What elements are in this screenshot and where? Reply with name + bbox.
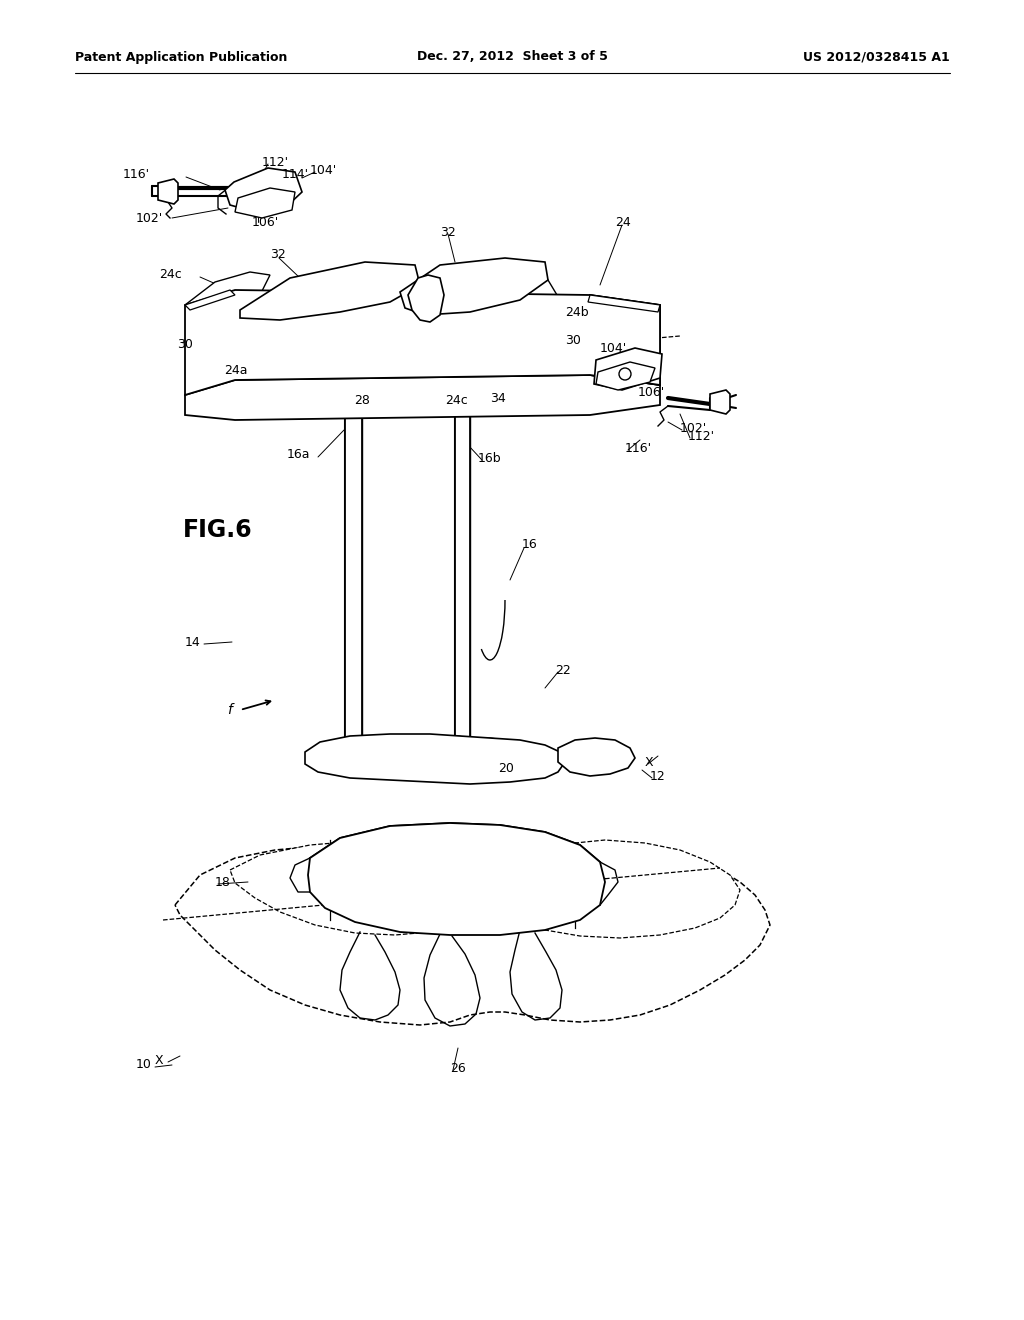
Text: 24: 24: [615, 215, 631, 228]
Text: 22: 22: [555, 664, 570, 676]
Polygon shape: [225, 168, 302, 213]
Text: 12: 12: [650, 770, 666, 783]
Text: 32: 32: [270, 248, 286, 261]
Text: 34: 34: [490, 392, 506, 404]
Polygon shape: [400, 257, 548, 315]
Text: Patent Application Publication: Patent Application Publication: [75, 50, 288, 63]
Text: 24a: 24a: [224, 363, 248, 376]
Polygon shape: [588, 294, 660, 312]
Text: 112': 112': [262, 156, 289, 169]
Text: 32: 32: [440, 226, 456, 239]
Polygon shape: [455, 337, 470, 738]
Text: 102': 102': [680, 421, 708, 434]
Text: 116': 116': [123, 169, 150, 181]
Text: 16: 16: [522, 539, 538, 552]
Polygon shape: [594, 348, 662, 389]
Text: 106': 106': [638, 385, 666, 399]
Text: 20: 20: [498, 762, 514, 775]
Polygon shape: [230, 840, 740, 939]
Text: Dec. 27, 2012  Sheet 3 of 5: Dec. 27, 2012 Sheet 3 of 5: [417, 50, 607, 63]
Text: 112': 112': [688, 429, 715, 442]
Polygon shape: [590, 294, 660, 385]
Circle shape: [618, 368, 631, 380]
Text: 24c: 24c: [445, 393, 468, 407]
Text: 114': 114': [282, 169, 309, 181]
Polygon shape: [408, 275, 444, 322]
Text: 28: 28: [354, 393, 370, 407]
Text: 10: 10: [136, 1059, 152, 1072]
Text: FIG.6: FIG.6: [183, 517, 253, 543]
Text: 104': 104': [310, 164, 337, 177]
Polygon shape: [345, 737, 470, 762]
Polygon shape: [185, 375, 660, 420]
Polygon shape: [234, 187, 295, 218]
Polygon shape: [185, 290, 660, 395]
Text: 16b: 16b: [478, 451, 502, 465]
Text: 30: 30: [565, 334, 581, 346]
Text: 18: 18: [215, 875, 230, 888]
Text: 26: 26: [450, 1061, 466, 1074]
Text: 24c: 24c: [160, 268, 182, 281]
Text: 102': 102': [136, 211, 163, 224]
Text: X: X: [155, 1053, 163, 1067]
Text: 16a: 16a: [287, 449, 310, 462]
Polygon shape: [345, 338, 362, 741]
Text: 24b: 24b: [565, 305, 589, 318]
Polygon shape: [308, 822, 605, 935]
Text: US 2012/0328415 A1: US 2012/0328415 A1: [803, 50, 950, 63]
Polygon shape: [185, 272, 270, 318]
Polygon shape: [175, 845, 770, 1026]
Text: f: f: [227, 704, 232, 717]
Polygon shape: [710, 389, 730, 414]
Polygon shape: [240, 261, 420, 319]
Text: 106': 106': [252, 215, 280, 228]
Polygon shape: [158, 180, 178, 205]
Polygon shape: [558, 738, 635, 776]
Text: 116': 116': [625, 441, 652, 454]
Text: X: X: [645, 755, 653, 768]
Polygon shape: [305, 734, 565, 784]
Text: 104': 104': [600, 342, 628, 355]
Text: 14: 14: [184, 635, 200, 648]
Polygon shape: [596, 362, 655, 389]
Text: 30: 30: [177, 338, 193, 351]
Polygon shape: [185, 290, 234, 310]
